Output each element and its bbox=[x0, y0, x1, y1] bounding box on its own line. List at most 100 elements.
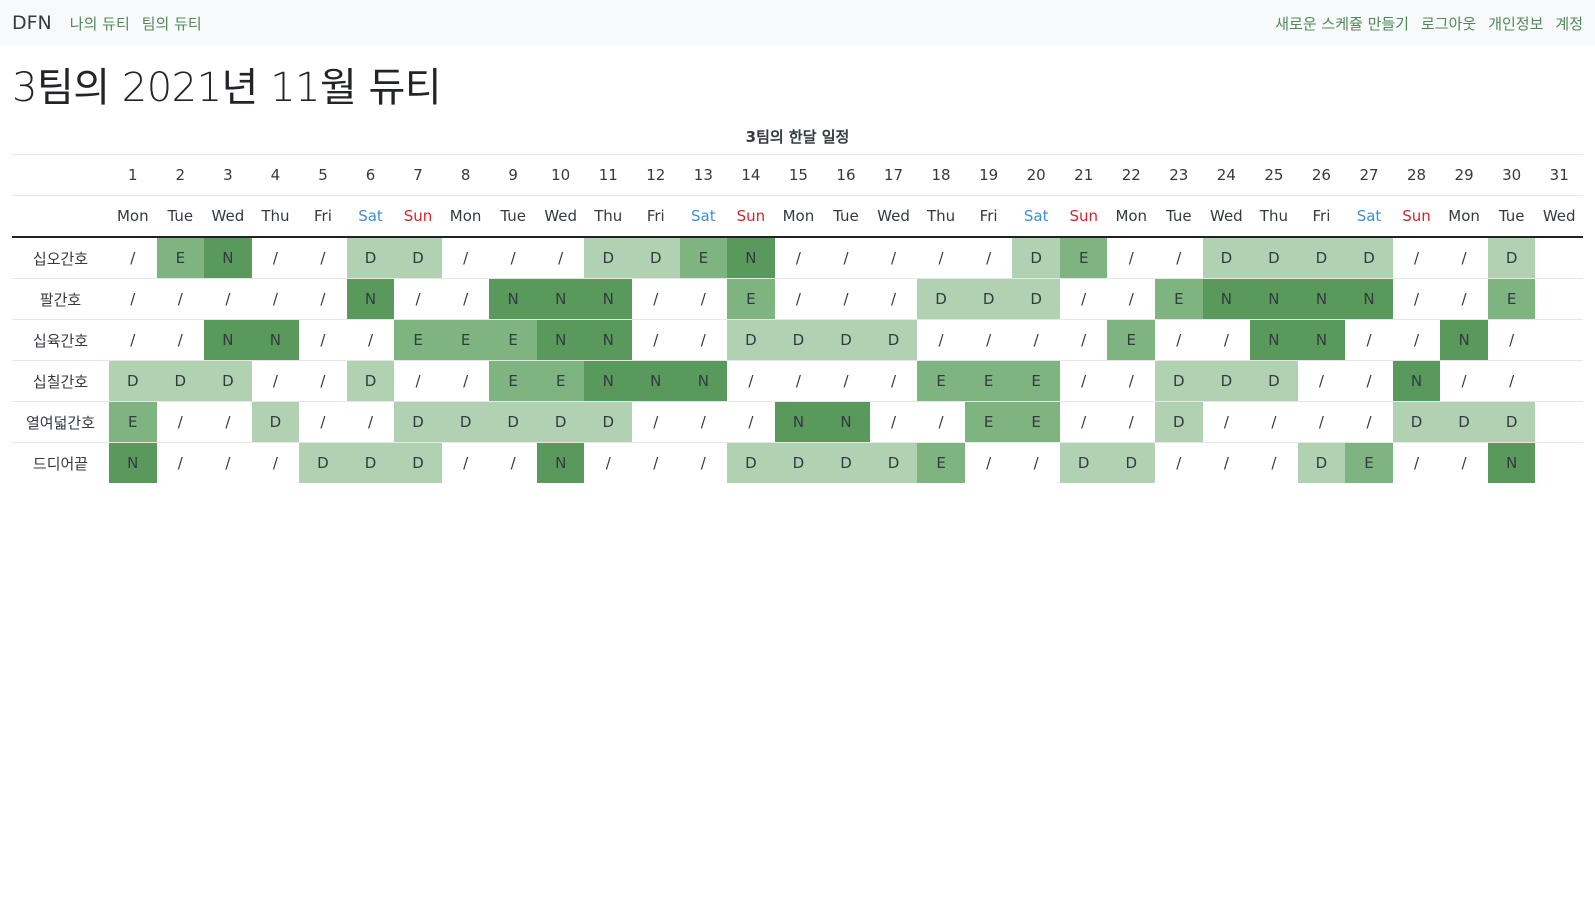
nav-link-profile[interactable]: 개인정보 bbox=[1488, 14, 1544, 33]
date-header: 3 bbox=[204, 154, 252, 196]
duty-cell: N bbox=[727, 236, 775, 279]
nav-left: DFN 나의 듀티 팀의 듀티 bbox=[12, 12, 214, 34]
duty-cell: / bbox=[489, 236, 537, 279]
duty-cell: / bbox=[1059, 319, 1108, 361]
nav-link-my-duty[interactable]: 나의 듀티 bbox=[69, 14, 130, 33]
nav-link-new-schedule[interactable]: 새로운 스케쥴 만들기 bbox=[1275, 14, 1409, 33]
duty-cell: / bbox=[917, 319, 965, 361]
duty-cell: D bbox=[394, 401, 442, 443]
weekday-header: Mon bbox=[774, 195, 823, 238]
date-header: 29 bbox=[1440, 154, 1488, 196]
duty-cell: / bbox=[394, 360, 442, 402]
date-header: 19 bbox=[964, 154, 1013, 196]
weekday-header: Sun bbox=[394, 195, 442, 238]
duty-cell: D bbox=[346, 360, 395, 402]
weekday-header: Wed bbox=[869, 195, 918, 238]
duty-cell: D bbox=[1250, 360, 1298, 402]
table-caption: 3팀의 한달 일정 bbox=[745, 128, 850, 146]
date-header: 8 bbox=[441, 154, 490, 196]
duty-cell: / bbox=[964, 236, 1013, 279]
duty-cell: / bbox=[251, 236, 300, 279]
duty-cell: / bbox=[1202, 401, 1251, 443]
nurse-row: 드디어끝 N / / / D D D / / N / / / D D D D E / / D D / / / D E / / N bbox=[12, 442, 1583, 483]
duty-cell: N bbox=[774, 401, 823, 443]
brand-link[interactable]: DFN bbox=[12, 12, 52, 34]
duty-cell: / bbox=[251, 360, 300, 402]
weekday-header: Tue bbox=[489, 195, 537, 238]
weekday-header: Fri bbox=[299, 195, 347, 238]
nav-link-team-duty[interactable]: 팀의 듀티 bbox=[141, 14, 202, 33]
duty-cell: D bbox=[822, 319, 870, 361]
duty-cell: N bbox=[1297, 278, 1346, 320]
duty-cell: D bbox=[727, 319, 775, 361]
duty-cell: D bbox=[204, 360, 252, 402]
duty-cell: D bbox=[109, 360, 157, 402]
duty-cell: N bbox=[822, 401, 870, 443]
duty-cell: / bbox=[1440, 360, 1488, 402]
duty-cell: E bbox=[1059, 236, 1108, 279]
duty-cell: / bbox=[346, 319, 395, 361]
duty-cell: E bbox=[964, 360, 1013, 402]
duty-cell: D bbox=[1392, 401, 1441, 443]
date-header: 7 bbox=[394, 154, 442, 196]
duty-cell: D bbox=[536, 401, 585, 443]
nurse-name: 십칠간호 bbox=[12, 360, 109, 402]
duty-cell: / bbox=[536, 236, 585, 279]
duty-cell: N bbox=[1250, 278, 1298, 320]
duty-cell: N bbox=[679, 360, 728, 402]
duty-cell bbox=[1535, 319, 1583, 361]
duty-cell: / bbox=[1107, 278, 1156, 320]
duty-cell: D bbox=[774, 442, 823, 483]
weekday-header: Mon bbox=[441, 195, 490, 238]
corner-cell bbox=[12, 154, 109, 196]
nurse-name: 드디어끝 bbox=[12, 442, 109, 483]
nurse-row: 십칠간호 D D D / / D / / E E N N N / / / / E E E / / D D D / / N / / bbox=[12, 360, 1583, 402]
duty-cell: / bbox=[1440, 278, 1488, 320]
duty-cell: N bbox=[536, 442, 585, 483]
duty-cell: D bbox=[1059, 442, 1108, 483]
weekday-header: Sun bbox=[727, 195, 775, 238]
duty-cell: / bbox=[774, 278, 823, 320]
weekday-header: Tue bbox=[822, 195, 870, 238]
duty-cell: / bbox=[1392, 442, 1441, 483]
duty-cell: / bbox=[299, 360, 347, 402]
duty-cell: E bbox=[1012, 360, 1060, 402]
duty-cell: E bbox=[109, 401, 157, 443]
weekday-header: Tue bbox=[156, 195, 205, 238]
duty-cell: / bbox=[679, 319, 728, 361]
duty-cell: / bbox=[774, 236, 823, 279]
duty-cell: E bbox=[964, 401, 1013, 443]
date-header: 5 bbox=[299, 154, 347, 196]
duty-cell: E bbox=[1107, 319, 1156, 361]
duty-cell: / bbox=[1202, 319, 1251, 361]
nurse-name: 십육간호 bbox=[12, 319, 109, 361]
weekday-header: Thu bbox=[1250, 195, 1298, 238]
duty-cell: / bbox=[1059, 360, 1108, 402]
duty-cell: / bbox=[869, 360, 918, 402]
duty-cell: D bbox=[1202, 360, 1251, 402]
duty-cell: / bbox=[1059, 278, 1108, 320]
duty-cell: D bbox=[1345, 236, 1393, 279]
nurse-name: 열여덟간호 bbox=[12, 401, 109, 443]
duty-cell: N bbox=[584, 319, 633, 361]
nurse-row: 십오간호 / E N / / D D / / / D D E N / / / / / D E / / D D D D / / D bbox=[12, 236, 1583, 279]
duty-cell: D bbox=[869, 442, 918, 483]
weekday-header: Sat bbox=[346, 195, 395, 238]
duty-cell: / bbox=[1155, 236, 1203, 279]
duty-cell: D bbox=[346, 442, 395, 483]
weekday-header: Sun bbox=[1392, 195, 1441, 238]
duty-cell: N bbox=[1440, 319, 1488, 361]
nav-link-logout[interactable]: 로그아웃 bbox=[1420, 14, 1477, 33]
weekday-header: Wed bbox=[1535, 195, 1583, 238]
duty-cell: / bbox=[1155, 442, 1203, 483]
duty-cell: / bbox=[1345, 319, 1393, 361]
nav-link-account[interactable]: 계정 bbox=[1555, 14, 1583, 33]
duty-cell: N bbox=[584, 360, 633, 402]
duty-cell bbox=[1535, 278, 1583, 320]
weekday-header: Fri bbox=[964, 195, 1013, 238]
duty-cell: / bbox=[679, 278, 728, 320]
weekday-header: Tue bbox=[1487, 195, 1536, 238]
duty-cell: D bbox=[727, 442, 775, 483]
duty-cell: / bbox=[632, 278, 680, 320]
duty-cell bbox=[1535, 442, 1583, 483]
